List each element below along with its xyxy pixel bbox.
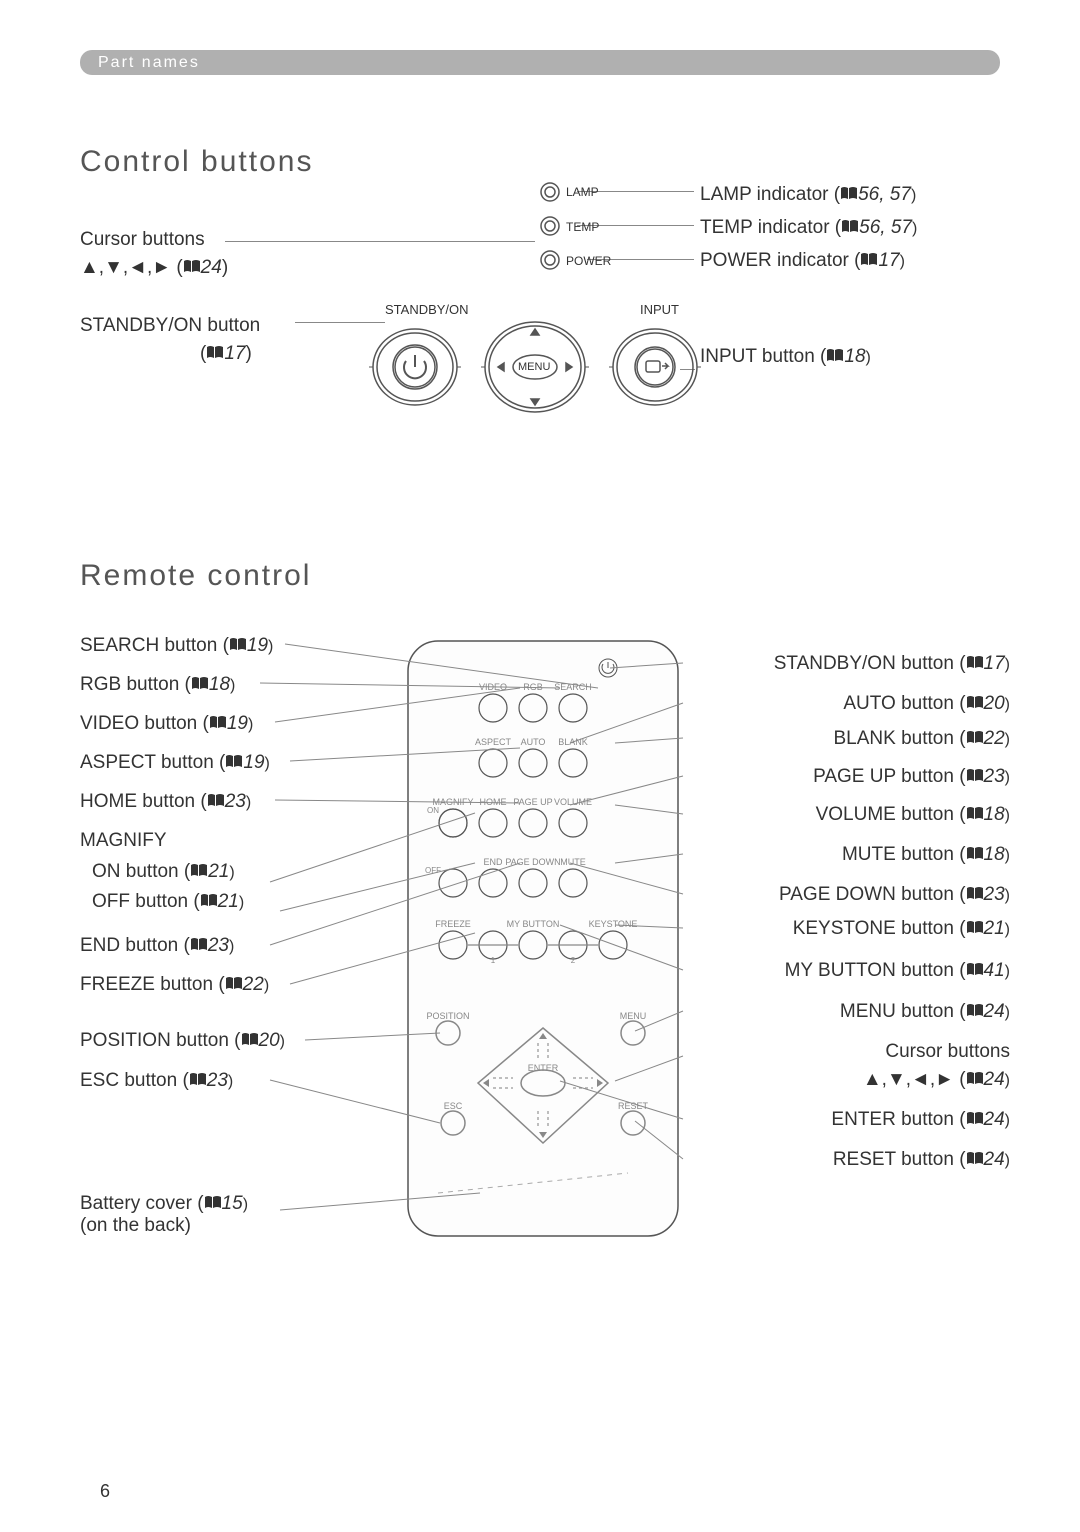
svg-text:PAGE UP: PAGE UP <box>513 797 552 807</box>
heading-remote-control: Remote control <box>80 559 1000 593</box>
remote-control-figure: SEARCH button (19) RGB button (18) VIDEO b… <box>80 613 1000 1333</box>
remote-right-item: ▲,▼,◄,► (24) <box>863 1069 1010 1091</box>
svg-text:POSITION: POSITION <box>426 1011 469 1021</box>
svg-text:MY BUTTON: MY BUTTON <box>507 919 560 929</box>
remote-right-item: RESET button (24) <box>833 1149 1010 1171</box>
ref-power: 17 <box>878 250 899 271</box>
svg-text:ESC: ESC <box>444 1101 463 1111</box>
svg-text:RESET: RESET <box>618 1101 649 1111</box>
remote-left-item: ESC button (23) <box>80 1070 233 1092</box>
remote-left-item: MAGNIFY <box>80 830 167 852</box>
ref-cursor: 24 <box>201 257 222 278</box>
svg-text:INPUT: INPUT <box>640 302 679 317</box>
svg-text:MENU: MENU <box>518 361 550 373</box>
remote-left-item: OFF button (21) <box>80 891 244 913</box>
remote-right-item: STANDBY/ON button (17) <box>774 653 1010 675</box>
section-tag: Part names <box>80 50 1000 75</box>
svg-text:FREEZE: FREEZE <box>435 919 471 929</box>
book-icon <box>841 219 859 233</box>
remote-diagram: ON OFF VIDEO RGB SEARCH ASPECT AUTO BLANK MAGNIF… <box>398 633 688 1243</box>
remote-left-item: ASPECT button (19) <box>80 752 270 774</box>
remote-right-item: PAGE UP button (23) <box>813 766 1010 788</box>
ref-temp: 56, 57 <box>859 217 912 238</box>
label-standby-on: STANDBY/ON button <box>80 315 260 336</box>
svg-text:HOME: HOME <box>480 797 507 807</box>
label-battery-cover: Battery cover (15) (on the back) <box>80 1193 248 1237</box>
svg-text:VOLUME: VOLUME <box>554 797 592 807</box>
remote-right-item: Cursor buttons <box>885 1041 1010 1063</box>
remote-right-item: AUTO button (20) <box>843 693 1010 715</box>
book-icon <box>840 186 858 200</box>
svg-text:2: 2 <box>571 956 576 965</box>
book-icon <box>206 345 224 359</box>
book-icon <box>183 259 201 273</box>
remote-left-item: VIDEO button (19) <box>80 713 253 735</box>
label-input: INPUT button ( <box>700 346 826 367</box>
svg-text:STANDBY/ON: STANDBY/ON <box>385 302 469 317</box>
heading-control-buttons: Control buttons <box>80 145 1000 179</box>
svg-text:ASPECT: ASPECT <box>475 737 512 747</box>
svg-text:MUTE: MUTE <box>560 857 586 867</box>
remote-left-item: FREEZE button (22) <box>80 974 269 996</box>
svg-text:1: 1 <box>491 956 496 965</box>
remote-left-item: POSITION button (20) <box>80 1030 285 1052</box>
svg-text:BLANK: BLANK <box>558 737 588 747</box>
remote-right-item: KEYSTONE button (21) <box>793 918 1010 940</box>
svg-text:ON: ON <box>427 806 439 815</box>
svg-text:VIDEO: VIDEO <box>479 682 507 692</box>
remote-right-item: ENTER button (24) <box>831 1109 1010 1131</box>
label-cursor-sub: ▲,▼,◄,► ( <box>80 257 183 278</box>
svg-text:RGB: RGB <box>523 682 543 692</box>
svg-text:MAGNIFY: MAGNIFY <box>432 797 473 807</box>
ref-standby: 17 <box>224 343 245 364</box>
svg-text:MENU: MENU <box>620 1011 647 1021</box>
page-number: 6 <box>100 1481 110 1502</box>
svg-text:ENTER: ENTER <box>528 1063 559 1073</box>
remote-left-item: SEARCH button (19) <box>80 635 273 657</box>
svg-text:KEYSTONE: KEYSTONE <box>589 919 638 929</box>
svg-text:END: END <box>483 857 503 867</box>
remote-right-item: VOLUME button (18) <box>816 804 1010 826</box>
remote-left-item: END button (23) <box>80 935 234 957</box>
remote-right-item: MUTE button (18) <box>842 844 1010 866</box>
label-cursor-buttons: Cursor buttons <box>80 229 205 250</box>
label-temp: TEMP indicator ( <box>700 217 841 238</box>
svg-text:TEMP: TEMP <box>566 220 599 234</box>
remote-left-item: RGB button (18) <box>80 674 235 696</box>
svg-text:SEARCH: SEARCH <box>554 682 592 692</box>
control-diagram: LAMP TEMP POWER <box>340 177 710 417</box>
svg-text:POWER: POWER <box>566 254 612 268</box>
ref-lamp: 56, 57 <box>858 184 911 205</box>
svg-text:AUTO: AUTO <box>521 737 546 747</box>
control-buttons-figure: Cursor buttons ▲,▼,◄,► (24) STANDBY/ON b… <box>80 199 1000 479</box>
remote-right-item: BLANK button (22) <box>834 728 1011 750</box>
remote-right-item: MENU button (24) <box>840 1001 1010 1023</box>
svg-text:LAMP: LAMP <box>566 185 599 199</box>
book-icon <box>860 252 878 266</box>
tag-text: Part names <box>98 54 200 71</box>
remote-right-item: PAGE DOWN button (23) <box>779 884 1010 906</box>
label-lamp: LAMP indicator ( <box>700 184 840 205</box>
svg-text:PAGE DOWN: PAGE DOWN <box>505 857 560 867</box>
svg-text:OFF: OFF <box>425 866 441 875</box>
label-power: POWER indicator ( <box>700 250 860 271</box>
book-icon <box>826 348 844 362</box>
remote-left-item: ON button (21) <box>80 861 235 883</box>
ref-input: 18 <box>844 346 865 367</box>
remote-left-item: HOME button (23) <box>80 791 251 813</box>
remote-right-item: MY BUTTON button (41) <box>785 960 1010 982</box>
